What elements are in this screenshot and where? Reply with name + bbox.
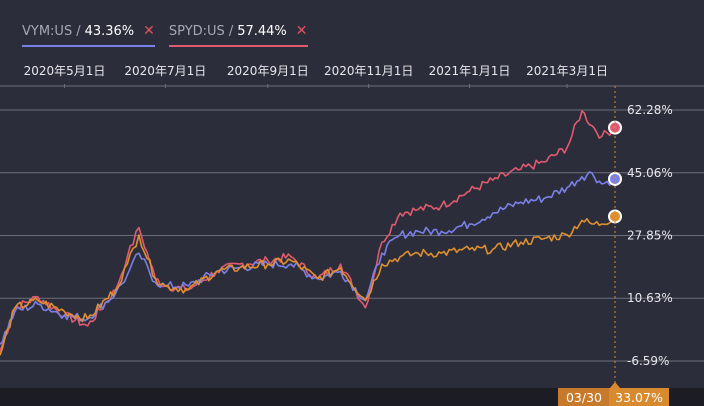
x-tick-label: 2020年7月1日: [124, 64, 206, 78]
legend-percent: 57.44%: [237, 23, 287, 39]
legend-separator: /: [76, 23, 81, 39]
legend-separator: /: [228, 23, 234, 39]
cursor-value: 33.07%: [615, 390, 663, 405]
legend-item-vym[interactable]: VYM:US / 43.36% ✕: [22, 21, 155, 47]
series-end-dot: [608, 171, 622, 186]
legend-percent: 43.36%: [84, 23, 135, 39]
cursor-date-box: [558, 388, 609, 406]
close-icon[interactable]: ✕: [295, 23, 308, 39]
y-tick-label: 62.28%: [627, 103, 673, 117]
crosshair-marker: [610, 382, 620, 388]
legend-code: VYM:US: [22, 23, 73, 39]
y-tick-label: -6.59%: [627, 354, 669, 368]
legend-underline: [22, 45, 155, 47]
legend: VYM:US / 43.36% ✕ SPYD:US / 57.44% ✕: [22, 21, 308, 47]
y-tick-label: 27.85%: [627, 228, 673, 242]
series-line-vym: [0, 171, 616, 345]
y-tick-label: 10.63%: [627, 291, 673, 305]
series-lines: [0, 110, 616, 356]
x-tick-label: 2020年11月1日: [324, 64, 413, 78]
legend-underline: [168, 45, 308, 47]
y-axis-labels: 62.28% 45.06% 27.85% 10.63% -6.59%: [627, 103, 673, 368]
x-tick-label: 2020年9月1日: [227, 64, 309, 78]
time-axis-strip: [0, 388, 704, 406]
legend-code: SPYD:US: [168, 23, 225, 39]
x-tick-label: 2020年5月1日: [24, 64, 106, 78]
x-tick-label: 2021年3月1日: [526, 64, 608, 78]
x-tick-label: 2021年1月1日: [429, 64, 511, 78]
crosshair-readout: 03/30 33.07%: [558, 388, 669, 406]
x-axis-labels: 2020年5月1日 2020年7月1日 2020年9月1日 2020年11月1日 202…: [24, 64, 608, 88]
y-tick-label: 45.06%: [627, 166, 673, 180]
grid-lines: [0, 85, 704, 362]
cursor-value-box: [609, 388, 669, 406]
close-icon[interactable]: ✕: [143, 23, 155, 39]
series-line: [0, 216, 616, 356]
cursor-date: 03/30: [566, 390, 602, 405]
legend-item-spyd[interactable]: SPYD:US / 57.44% ✕: [168, 21, 308, 47]
